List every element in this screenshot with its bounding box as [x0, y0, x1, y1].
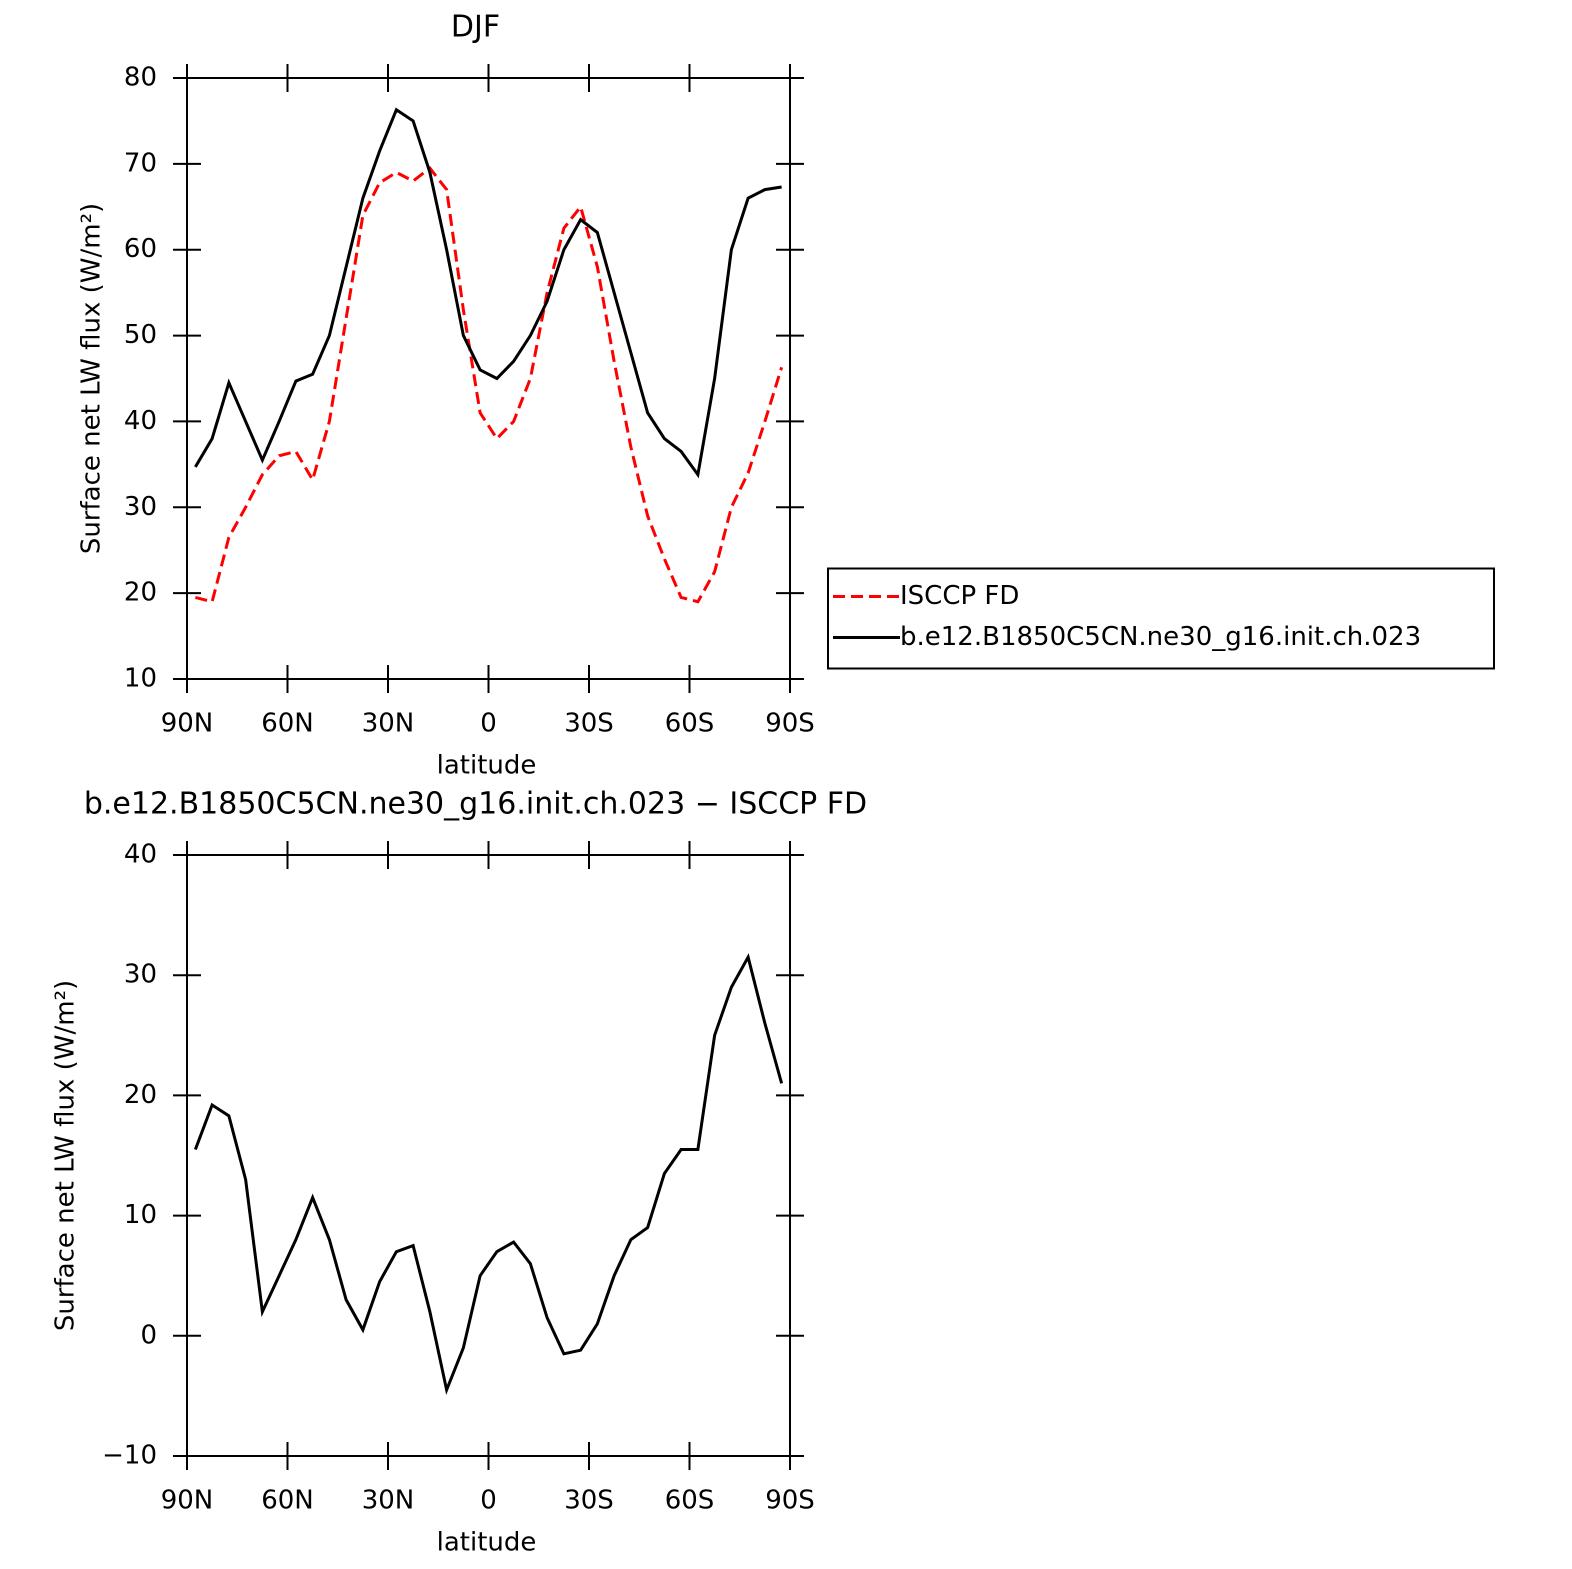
plot-frame	[186, 854, 791, 1457]
y-axis-label: Surface net LW flux (W/m²)	[51, 980, 81, 1331]
legend-label: b.e12.B1850C5CN.ne30_g16.init.ch.023	[900, 622, 1421, 652]
chart-title: DJF	[451, 10, 500, 45]
y-tick-label: 10	[124, 1200, 157, 1230]
x-tick-label: 90S	[765, 709, 815, 739]
x-tick-label: 90N	[161, 1486, 214, 1516]
plot-frame	[186, 77, 791, 680]
data-line	[194, 107, 782, 479]
x-tick-label: 30S	[564, 1486, 614, 1516]
y-tick-label: 10	[124, 664, 157, 694]
y-tick-label: 60	[124, 234, 157, 264]
y-tick-label: 20	[124, 1080, 157, 1110]
y-tick-label: 70	[124, 148, 157, 178]
data-line	[193, 953, 784, 1396]
legend-box	[827, 567, 1495, 670]
x-tick-label: 30N	[362, 1486, 415, 1516]
x-tick-label: 60N	[261, 1486, 314, 1516]
x-axis-label: latitude	[437, 1528, 537, 1558]
legend-label: ISCCP FD	[900, 581, 1019, 611]
x-tick-label: 30N	[362, 709, 415, 739]
x-tick-label: 60N	[261, 709, 314, 739]
y-tick-label: 80	[124, 63, 157, 93]
chart-title: b.e12.B1850C5CN.ne30_g16.init.ch.023 − I…	[84, 787, 867, 822]
y-axis-label: Surface net LW flux (W/m²)	[77, 203, 107, 554]
x-tick-label: 90N	[161, 709, 214, 739]
y-tick-label: 0	[140, 1320, 157, 1350]
x-tick-label: 60S	[665, 1486, 715, 1516]
y-tick-label: 50	[124, 320, 157, 350]
x-tick-label: 30S	[564, 709, 614, 739]
x-tick-label: 0	[480, 1486, 497, 1516]
y-tick-label: −10	[102, 1441, 157, 1471]
x-axis-label: latitude	[437, 751, 537, 781]
x-tick-label: 60S	[665, 709, 715, 739]
y-tick-label: 40	[124, 406, 157, 436]
y-tick-label: 20	[124, 578, 157, 608]
y-tick-label: 30	[124, 492, 157, 522]
x-tick-label: 0	[480, 709, 497, 739]
y-tick-label: 40	[124, 840, 157, 870]
y-tick-label: 30	[124, 960, 157, 990]
x-tick-label: 90S	[765, 1486, 815, 1516]
data-line	[195, 166, 784, 604]
